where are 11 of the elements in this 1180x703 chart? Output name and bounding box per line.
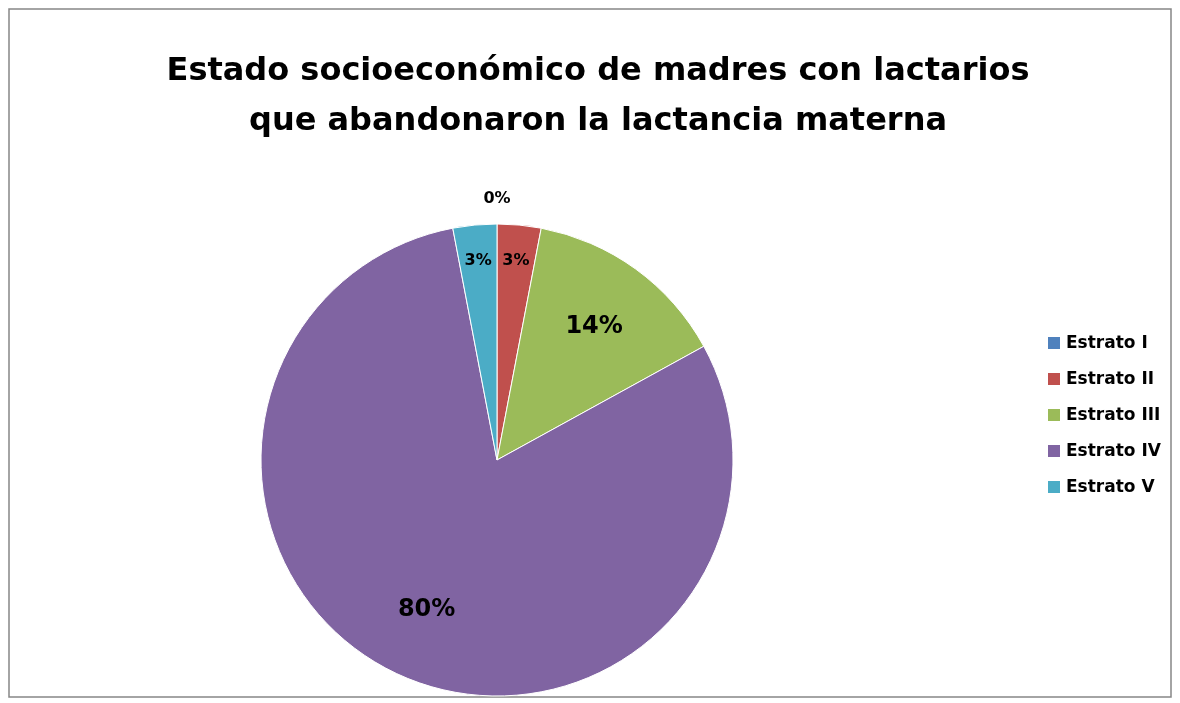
text: 0% — [483, 187, 511, 207]
legend-label: Estrato V — [1066, 476, 1156, 496]
legend-label: Estrato IV — [1066, 440, 1162, 460]
data-label: 80% — [397, 594, 456, 623]
legend-label: Estrato III — [1066, 404, 1161, 424]
data-label: 3% — [464, 249, 492, 269]
legend-label: Estrato II — [1066, 368, 1155, 388]
data-label: 3% — [502, 249, 530, 269]
data-label: 14% — [565, 311, 623, 340]
chart-title: Estado socioeconómico de madres con lactarios que abandonaron la lactancia materna — [166, 50, 1030, 138]
legend-label: Estrato I — [1066, 332, 1148, 352]
